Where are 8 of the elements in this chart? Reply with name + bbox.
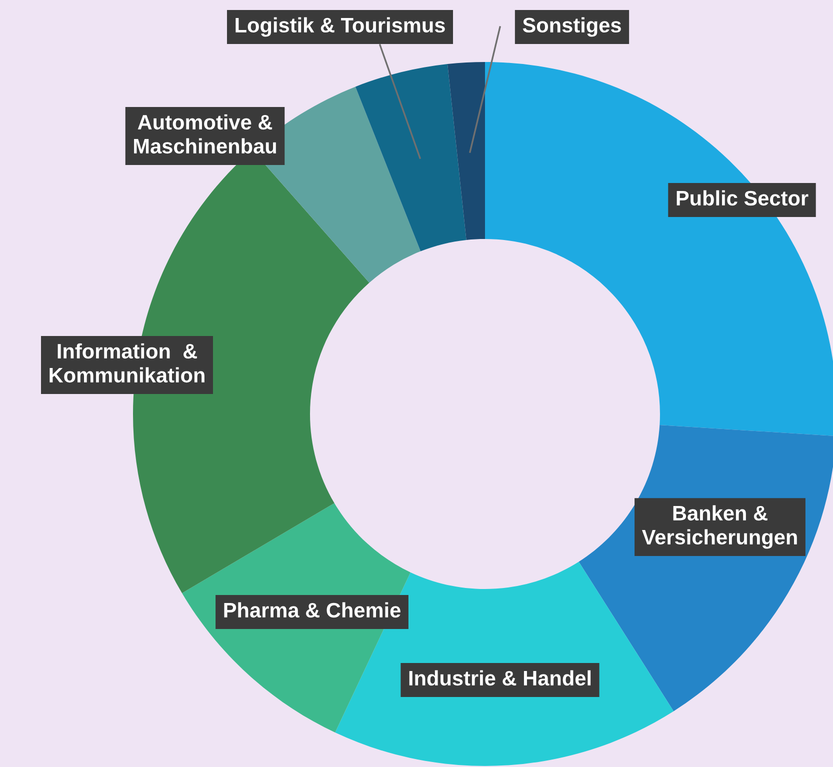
slice-label: Logistik & Tourismus bbox=[236, 17, 445, 37]
slice-label: Public Sector bbox=[676, 190, 808, 206]
slice-label: Industrie & Handel bbox=[409, 670, 591, 686]
slice-label: Sonstiges bbox=[522, 17, 621, 37]
slice-label: Banken & Versicherungen bbox=[642, 505, 797, 549]
slice-label: Information & Kommunikation bbox=[50, 343, 204, 383]
slice-label: Automotive & Maschinenbau bbox=[134, 114, 276, 154]
slice-label: Pharma & Chemie bbox=[224, 602, 400, 618]
